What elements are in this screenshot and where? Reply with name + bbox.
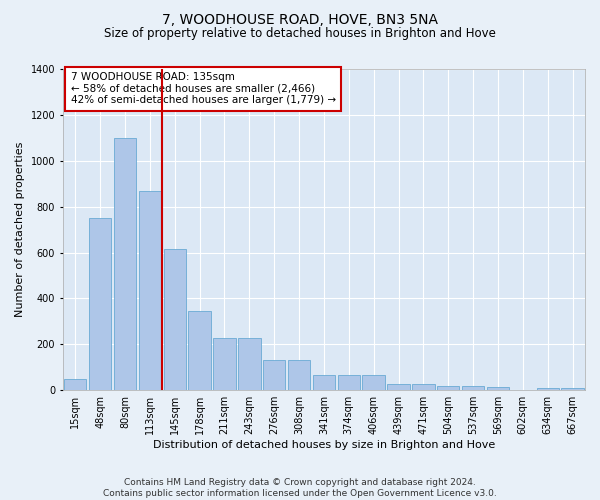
Y-axis label: Number of detached properties: Number of detached properties [15, 142, 25, 318]
Bar [487, 387, 509, 390]
X-axis label: Distribution of detached houses by size in Brighton and Hove: Distribution of detached houses by size … [153, 440, 495, 450]
Bar [388, 384, 410, 390]
Bar [437, 386, 460, 390]
Bar [64, 380, 86, 390]
Bar [263, 360, 286, 390]
Bar [238, 338, 260, 390]
Bar [288, 360, 310, 390]
Bar [338, 374, 360, 390]
Bar [536, 388, 559, 390]
Text: 7 WOODHOUSE ROAD: 135sqm
← 58% of detached houses are smaller (2,466)
42% of sem: 7 WOODHOUSE ROAD: 135sqm ← 58% of detach… [71, 72, 336, 106]
Bar [139, 190, 161, 390]
Bar [213, 338, 236, 390]
Bar [362, 374, 385, 390]
Text: Contains HM Land Registry data © Crown copyright and database right 2024.
Contai: Contains HM Land Registry data © Crown c… [103, 478, 497, 498]
Text: 7, WOODHOUSE ROAD, HOVE, BN3 5NA: 7, WOODHOUSE ROAD, HOVE, BN3 5NA [162, 12, 438, 26]
Text: Size of property relative to detached houses in Brighton and Hove: Size of property relative to detached ho… [104, 28, 496, 40]
Bar [164, 249, 186, 390]
Bar [462, 386, 484, 390]
Bar [188, 311, 211, 390]
Bar [89, 218, 112, 390]
Bar [562, 388, 584, 390]
Bar [313, 376, 335, 390]
Bar [114, 138, 136, 390]
Bar [412, 384, 434, 390]
